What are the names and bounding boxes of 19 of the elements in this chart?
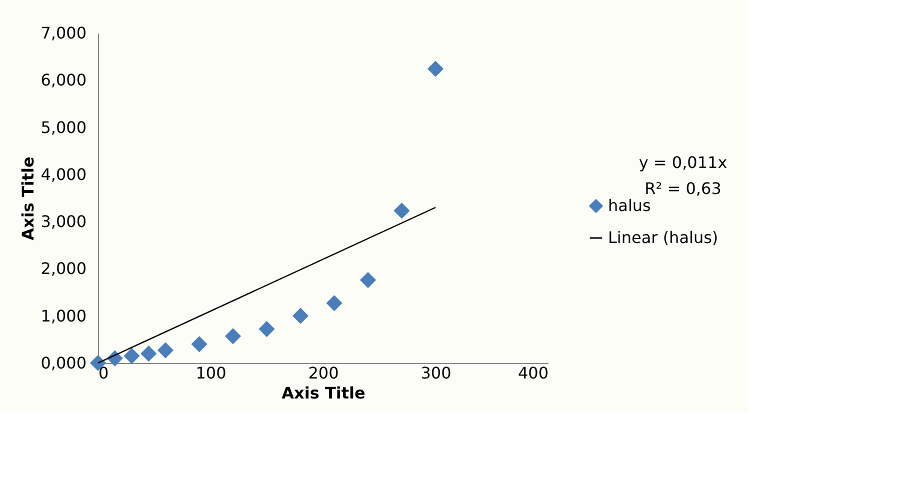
legend-label: halus (608, 196, 651, 215)
y-tick-label: 3,000 (40, 212, 86, 232)
y-tick-label: 2,000 (40, 259, 86, 278)
y-tick-label: 1,000 (40, 306, 86, 326)
y-tick-label: 6,000 (40, 70, 86, 90)
x-tick-label: 0 (98, 364, 109, 382)
x-tick-label: 400 (518, 364, 548, 382)
x-tick-label: 100 (196, 364, 226, 382)
x-tick-label: 200 (308, 364, 339, 382)
y-axis-title: Axis Title (18, 156, 38, 240)
y-tick-label: 0,000 (40, 354, 86, 372)
text: y = 0,011x (638, 153, 728, 172)
text: R² = 0,63 (644, 179, 722, 198)
x-axis-title: Axis Title (282, 384, 366, 402)
legend-label: Linear (halus) (608, 228, 718, 247)
y-tick-label: 4,000 (40, 164, 86, 184)
y-tick-label: 5,000 (40, 118, 86, 137)
y-tick-label: 7,000 (40, 24, 86, 42)
x-tick-label: 300 (420, 364, 452, 382)
